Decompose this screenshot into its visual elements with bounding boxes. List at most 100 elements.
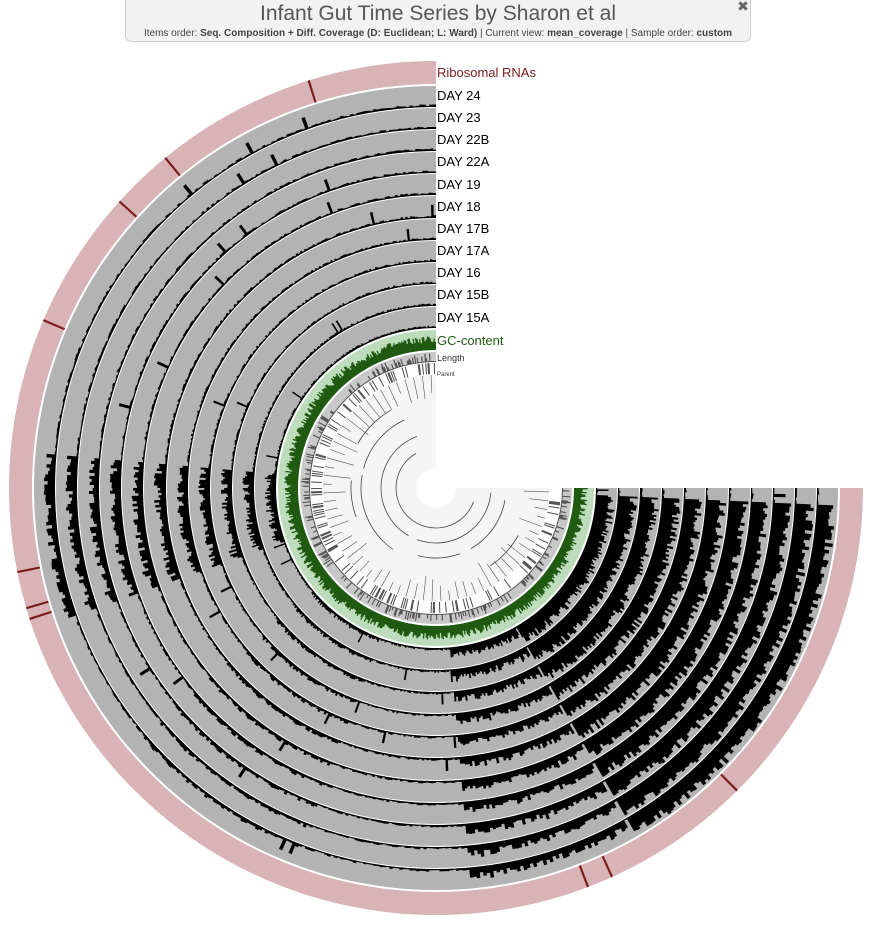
tree-leaf [347, 542, 367, 559]
tree-leaf [327, 514, 343, 520]
title-panel: Infant Gut Time Series by Sharon et al I… [125, 0, 751, 42]
layer-label[interactable]: DAY 15A [437, 310, 490, 325]
tree-leaf [337, 535, 353, 544]
tree-leaf [448, 590, 451, 601]
subtitle: Items order: Seq. Composition + Diff. Co… [126, 27, 750, 40]
tree-leaf [430, 375, 433, 394]
tree-leaf [529, 530, 539, 536]
tree-branch [470, 500, 506, 549]
tree-branch [350, 480, 357, 518]
tree-leaf [396, 382, 401, 394]
layer-label[interactable]: Ribosomal RNAs [437, 65, 536, 80]
layer-label[interactable]: Length [437, 353, 465, 363]
tree-leaf [333, 440, 358, 453]
close-icon[interactable]: ✖ [737, 0, 749, 14]
tree-leaf [353, 555, 364, 566]
tree-leaf [365, 399, 380, 418]
tree-leaf [519, 518, 543, 527]
tree-leaf [388, 581, 394, 591]
sample-order-label: Sample order: [630, 28, 694, 39]
tree-leaf [329, 449, 346, 456]
layer-label[interactable]: DAY 16 [437, 265, 481, 280]
tree-leaf [359, 560, 370, 572]
tree-leaf [525, 537, 535, 544]
tree-leaf [534, 506, 547, 510]
layer-label[interactable]: DAY 19 [437, 177, 481, 192]
tree-leaf [358, 405, 375, 423]
layer-label[interactable]: DAY 18 [437, 199, 481, 214]
tree-leaf [462, 581, 468, 597]
items-order-value: Seq. Composition + Diff. Coverage (D: Eu… [200, 28, 478, 39]
tree-leaf [413, 377, 419, 400]
tree-leaf [439, 585, 442, 601]
tree-branch [363, 419, 405, 469]
layer-label[interactable]: DAY 17B [437, 221, 489, 236]
tree-leaf [325, 507, 338, 511]
tree-leaf [372, 394, 386, 414]
tree-leaf [380, 389, 393, 411]
tree-leaf [470, 582, 476, 594]
layer-label[interactable]: DAY 15B [437, 287, 489, 302]
tree-branch [360, 474, 394, 550]
tree-leaf [333, 531, 342, 537]
tree-leaf [501, 558, 514, 571]
tree-leaf [380, 570, 391, 587]
tree-leaf [500, 547, 520, 565]
tree-leaf [487, 563, 500, 582]
tree-leaf [346, 418, 369, 436]
tree-leaf [507, 543, 526, 558]
tree-leaf [422, 575, 427, 601]
tree-leaf [414, 583, 418, 599]
tree-branch [380, 435, 418, 536]
tree-leaf [323, 499, 337, 503]
layer-rings [9, 61, 863, 915]
tree-leaf [330, 520, 349, 528]
current-view-value: mean_coverage [547, 28, 623, 39]
items-order-label: Items order: [143, 28, 198, 39]
tree-leaf [454, 581, 459, 599]
tree-background [323, 375, 549, 601]
separator: | [625, 28, 629, 39]
layer-label[interactable]: DAY 17A [437, 243, 490, 258]
tree-leaf [342, 541, 357, 552]
tree-leaf [477, 577, 485, 591]
tree-leaf [323, 491, 346, 494]
tree-leaf [477, 562, 492, 587]
tree-leaf [323, 474, 351, 479]
layer-labels: Ribosomal RNAs DAY 24 DAY 23 DAY 22B DAY 22A… [437, 65, 536, 378]
layer-label[interactable]: Parent [437, 372, 455, 378]
layer-label[interactable]: GC-content [437, 333, 504, 348]
tree-leaf [341, 425, 351, 432]
tree-branch [357, 409, 392, 444]
separator: | [480, 28, 483, 39]
sample-order-value: custom [696, 28, 733, 39]
current-view-label: Current view: [485, 28, 545, 39]
tree-leaf [431, 579, 434, 601]
tree-leaf [366, 570, 373, 578]
tree-leaf [373, 569, 383, 583]
tree-leaf [523, 490, 549, 493]
tree-branch [417, 492, 492, 544]
page-title: Infant Gut Time Series by Sharon et al [259, 2, 616, 25]
tree-leaf [397, 585, 401, 595]
layer-label[interactable]: DAY 22A [437, 154, 490, 169]
tree-leaf [352, 411, 371, 428]
layer-label[interactable]: DAY 24 [437, 88, 481, 103]
layer-label[interactable]: DAY 22B [437, 132, 489, 147]
tree-leaf [529, 498, 549, 502]
tree-leaf [327, 457, 355, 466]
layer-label[interactable]: DAY 23 [437, 110, 481, 125]
tree-leaf [494, 561, 507, 577]
tree-leaf [337, 432, 357, 445]
dendrogram [323, 375, 549, 601]
tree-branch [417, 553, 461, 559]
tree-leaf [421, 375, 426, 400]
tree-leaf [536, 515, 545, 519]
tree-leaf [519, 542, 531, 551]
tree-leaf [404, 379, 412, 404]
tree-leaf [387, 385, 399, 407]
tree-branch [395, 453, 474, 529]
tree-leaf [405, 579, 411, 597]
tree-leaf [325, 466, 335, 469]
